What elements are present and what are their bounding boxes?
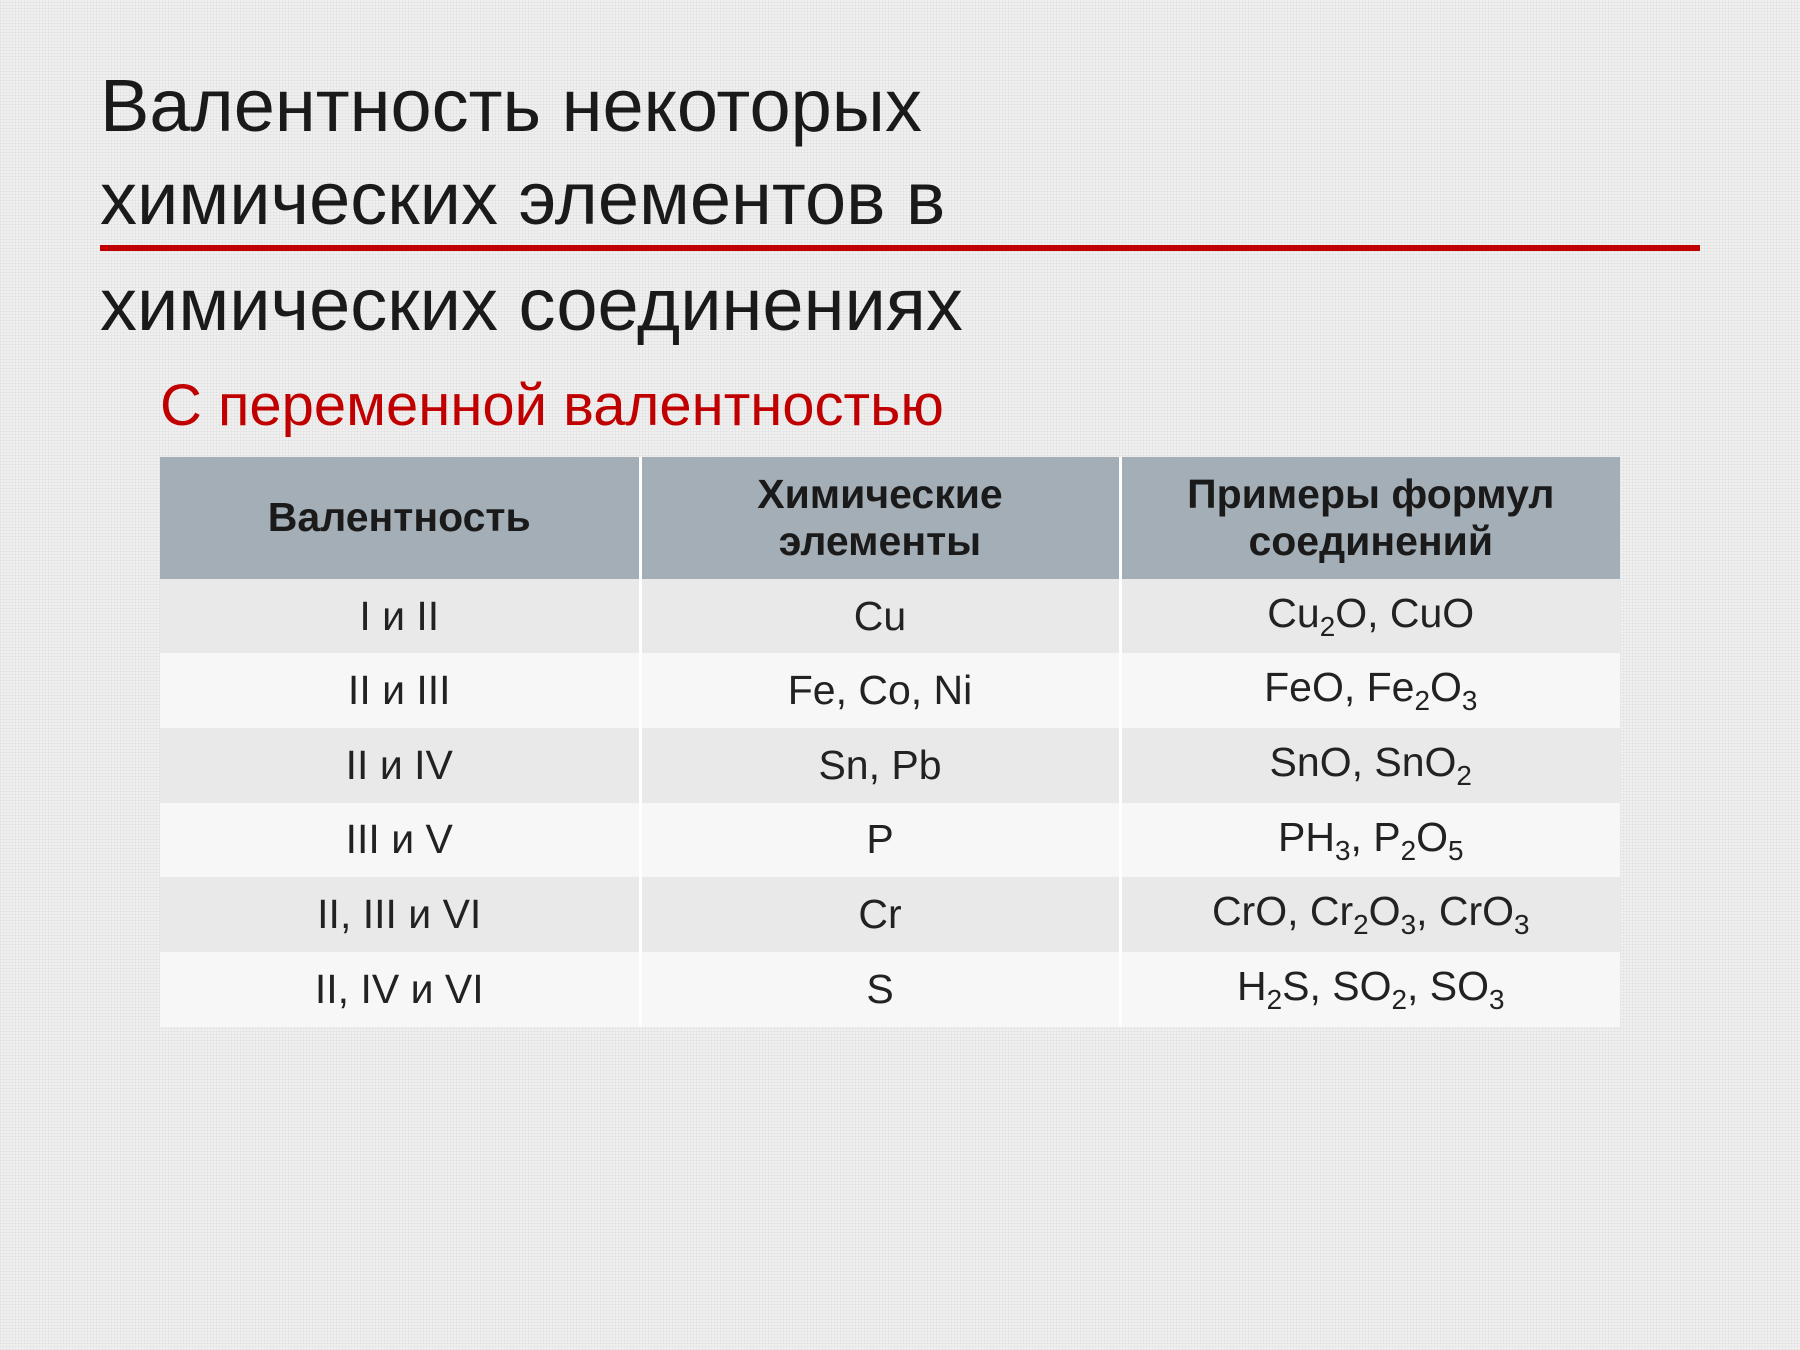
cell-formulas: Cu2O, CuO xyxy=(1120,579,1620,654)
table-row: II и IVSn, PbSnO, SnO2 xyxy=(160,728,1620,803)
cell-valency: III и V xyxy=(160,803,640,878)
cell-elements: P xyxy=(640,803,1120,878)
cell-valency: II, III и VI xyxy=(160,877,640,952)
cell-elements: Cu xyxy=(640,579,1120,654)
col-header-elements: Химические элементы xyxy=(640,457,1120,579)
cell-formulas: FeO, Fe2O3 xyxy=(1120,653,1620,728)
col-header-valency: Валентность xyxy=(160,457,640,579)
cell-elements: Fe, Co, Ni xyxy=(640,653,1120,728)
cell-valency: I и II xyxy=(160,579,640,654)
cell-valency: II и IV xyxy=(160,728,640,803)
table-header-row: Валентность Химические элементы Примеры … xyxy=(160,457,1620,579)
cell-formulas: H2S, SO2, SO3 xyxy=(1120,952,1620,1027)
cell-formulas: PH3, P2O5 xyxy=(1120,803,1620,878)
title-line-3: химических соединениях xyxy=(100,259,1700,352)
cell-valency: II, IV и VI xyxy=(160,952,640,1027)
subtitle: С переменной валентностью xyxy=(160,372,1700,439)
table-row: I и IICuCu2O, CuO xyxy=(160,579,1620,654)
table-row: II, III и VICrCrO, Cr2O3, CrO3 xyxy=(160,877,1620,952)
cell-valency: II и III xyxy=(160,653,640,728)
cell-elements: Sn, Pb xyxy=(640,728,1120,803)
title-line-1: Валентность некоторых xyxy=(100,60,1700,153)
valency-table-wrap: Валентность Химические элементы Примеры … xyxy=(160,457,1700,1027)
table-row: III и VPPH3, P2O5 xyxy=(160,803,1620,878)
cell-elements: Cr xyxy=(640,877,1120,952)
cell-formulas: SnO, SnO2 xyxy=(1120,728,1620,803)
valency-table: Валентность Химические элементы Примеры … xyxy=(160,457,1620,1027)
table-row: II, IV и VISH2S, SO2, SO3 xyxy=(160,952,1620,1027)
title-block: Валентность некоторых химических элемент… xyxy=(100,60,1700,352)
col-header-formulas: Примеры формул соединений xyxy=(1120,457,1620,579)
cell-formulas: CrO, Cr2O3, CrO3 xyxy=(1120,877,1620,952)
title-underline xyxy=(100,245,1700,251)
table-body: I и IICuCu2O, CuOII и IIIFe, Co, NiFeO, … xyxy=(160,579,1620,1027)
table-row: II и IIIFe, Co, NiFeO, Fe2O3 xyxy=(160,653,1620,728)
cell-elements: S xyxy=(640,952,1120,1027)
title-line-2: химических элементов в xyxy=(100,153,1700,246)
